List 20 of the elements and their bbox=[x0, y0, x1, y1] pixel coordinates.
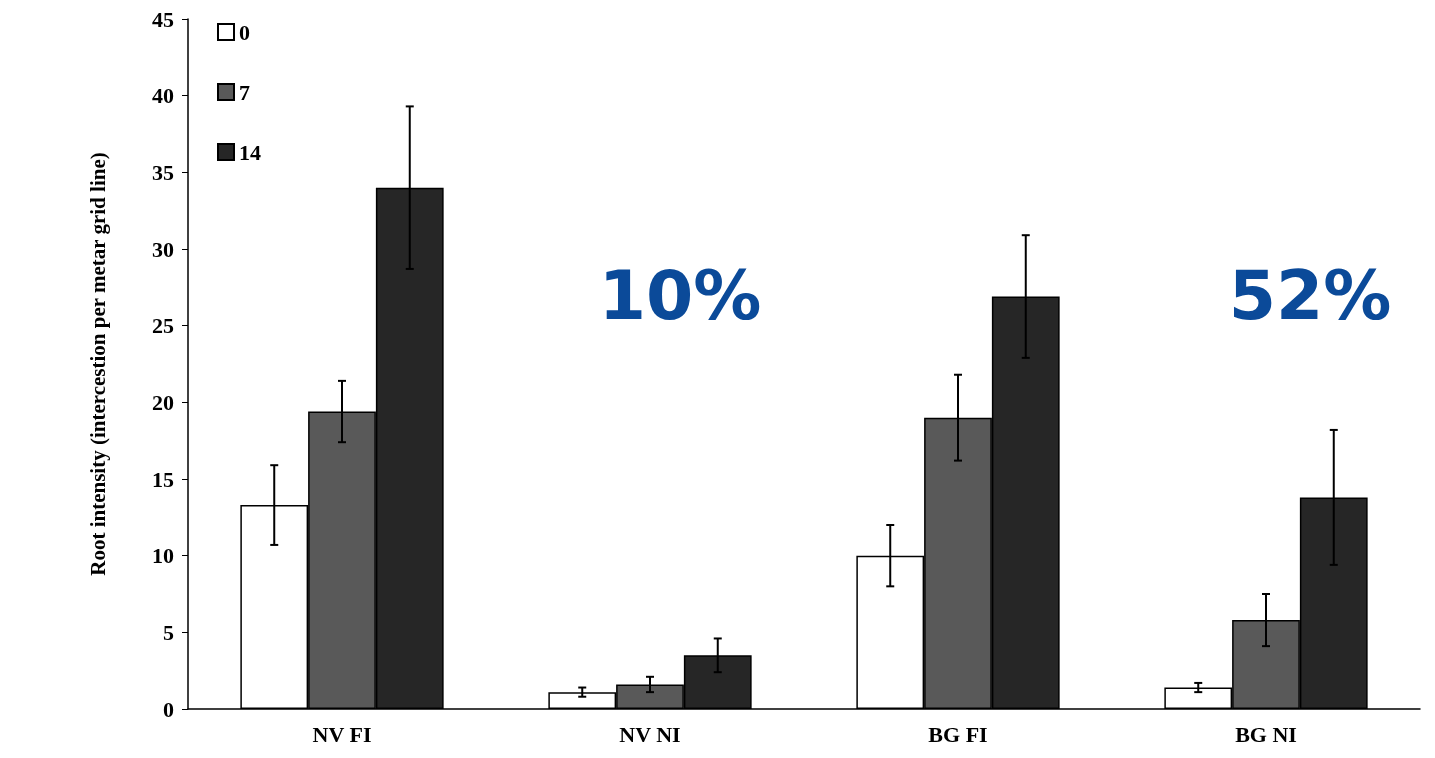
x-tick-label: BG NI bbox=[1235, 721, 1297, 747]
y-tick-label: 15 bbox=[152, 466, 174, 492]
x-tick-label: BG FI bbox=[928, 721, 988, 747]
legend-label: 7 bbox=[239, 79, 250, 105]
x-tick-label: NV NI bbox=[619, 721, 681, 747]
x-tick-label: NV FI bbox=[312, 721, 372, 747]
legend-label: 14 bbox=[239, 139, 261, 165]
y-tick-label: 10 bbox=[152, 543, 174, 569]
annotation: 52% bbox=[1228, 255, 1392, 335]
y-tick-label: 25 bbox=[152, 313, 174, 339]
y-axis-title: Root intensity (intercestion per metar grid line) bbox=[85, 152, 110, 576]
annotation: 10% bbox=[598, 255, 762, 335]
y-tick-label: 35 bbox=[152, 159, 174, 185]
legend-label: 0 bbox=[239, 19, 250, 45]
y-tick-label: 30 bbox=[152, 236, 174, 262]
y-tick-label: 0 bbox=[163, 696, 174, 722]
y-tick-label: 20 bbox=[152, 389, 174, 415]
y-tick-label: 40 bbox=[152, 83, 174, 109]
y-tick-label: 45 bbox=[152, 6, 174, 32]
y-tick-label: 5 bbox=[163, 619, 174, 645]
